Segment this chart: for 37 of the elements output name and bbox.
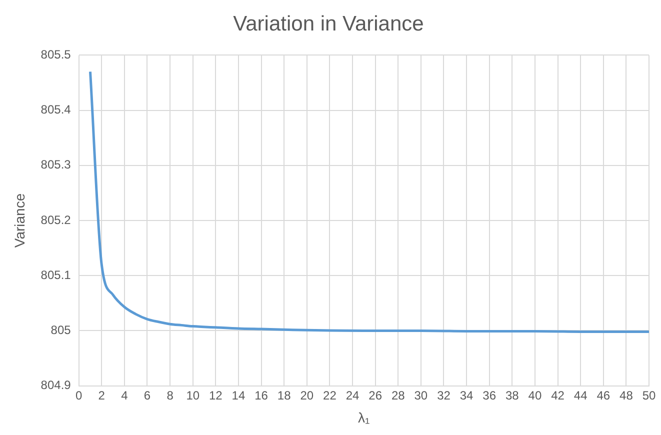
x-tick-label: 6 bbox=[144, 388, 151, 402]
x-tick-label: 24 bbox=[346, 388, 360, 402]
x-tick-label: 48 bbox=[620, 388, 634, 402]
x-tick-label: 44 bbox=[574, 388, 588, 402]
y-tick-label: 805.3 bbox=[40, 158, 72, 172]
x-tick-label: 42 bbox=[551, 388, 565, 402]
x-tick-label: 26 bbox=[368, 388, 382, 402]
x-tick-label: 40 bbox=[528, 388, 542, 402]
y-tick-label: 805.1 bbox=[40, 268, 72, 282]
y-tick-label: 805.2 bbox=[40, 212, 72, 227]
line-series bbox=[88, 70, 649, 334]
x-tick-label: 16 bbox=[254, 388, 268, 402]
x-tick-label: 0 bbox=[75, 388, 82, 402]
x-tick-label: 30 bbox=[414, 388, 428, 402]
x-tick-label: 10 bbox=[186, 388, 200, 402]
x-tick-label: 32 bbox=[437, 388, 451, 402]
x-tick-label: 2 bbox=[98, 388, 106, 402]
x-tick-label: 18 bbox=[277, 388, 292, 402]
chart-title: Variation in Variance bbox=[233, 12, 424, 36]
x-tick-label: 28 bbox=[391, 388, 406, 402]
y-axis-title: Variance bbox=[11, 193, 28, 248]
x-tick-label: 34 bbox=[460, 388, 474, 402]
y-tick-label: 805.5 bbox=[40, 48, 72, 62]
x-tick-label: 50 bbox=[642, 388, 656, 402]
x-tick-label: 22 bbox=[323, 388, 337, 402]
x-tick-label: 8 bbox=[166, 388, 174, 402]
x-tick-label: 20 bbox=[300, 388, 314, 402]
x-tick-label: 12 bbox=[208, 388, 223, 402]
x-tick-label: 4 bbox=[121, 388, 128, 402]
x-tick-label: 14 bbox=[232, 388, 246, 402]
x-tick-label: 36 bbox=[482, 388, 496, 402]
y-tick-label: 804.9 bbox=[40, 378, 72, 392]
y-tick-label: 805.4 bbox=[40, 102, 72, 117]
x-tick-label: 38 bbox=[505, 388, 520, 402]
x-axis-title: λ₁ bbox=[358, 409, 370, 426]
x-tick-label: 46 bbox=[596, 388, 610, 402]
y-tick-label: 805 bbox=[50, 323, 72, 338]
